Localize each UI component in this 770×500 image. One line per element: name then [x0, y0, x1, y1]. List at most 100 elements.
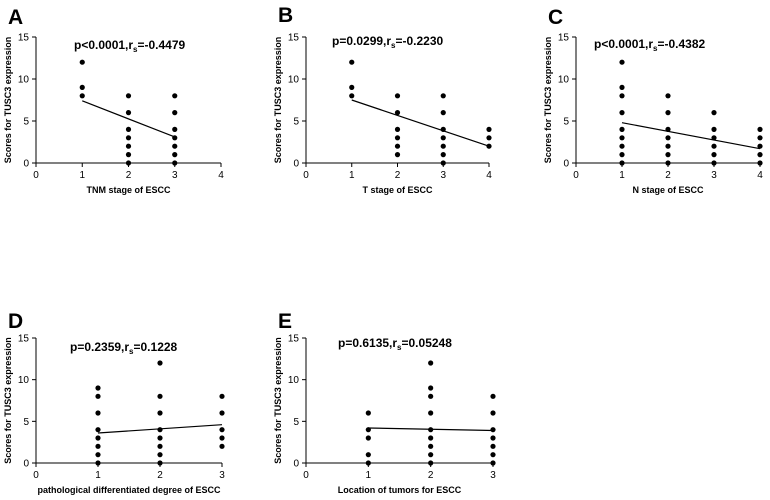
y-axis-label: Scores for TUSC3 expression [273, 37, 283, 164]
chart-svg: Cp<0.0001,rs=-0.4382 0 5 10 15 0 1 2 3 4 Scores fo… [543, 6, 763, 195]
data-point [619, 59, 625, 65]
y-tick-label: 10 [558, 75, 570, 86]
data-point [428, 385, 434, 391]
data-point [394, 126, 401, 132]
stat-annotation: p=0.6135,rs=0.05248 [338, 336, 452, 352]
data-point [172, 143, 178, 149]
y-tick-label: 0 [23, 159, 29, 170]
y-tick-label: 0 [293, 159, 299, 170]
x-tick-label: 4 [218, 170, 224, 181]
stat-r-subscript: s [653, 44, 658, 53]
data-point [95, 435, 101, 441]
y-tick-label: 15 [558, 33, 570, 44]
x-axis-label: Location of tumors for ESCC [338, 485, 462, 495]
data-point [619, 152, 625, 158]
y-tick-label: 15 [18, 33, 30, 44]
data-point [711, 152, 717, 158]
stat-p: p=0.2359,r [70, 340, 129, 354]
y-tick-label: 10 [288, 75, 300, 86]
y-tick-label: 5 [293, 117, 299, 128]
panel-letter: E [278, 310, 292, 333]
data-point [490, 443, 496, 449]
data-point [665, 110, 671, 116]
x-tick-label: 2 [157, 470, 163, 481]
stat-r-subscript: s [391, 41, 396, 50]
panel-letter: A [8, 6, 23, 29]
data-point [219, 435, 225, 441]
data-point [486, 143, 492, 149]
data-point [157, 410, 163, 416]
data-point [125, 152, 132, 158]
data-point [711, 143, 717, 149]
data-point [157, 452, 163, 458]
stat-p: p<0.0001,r [594, 37, 653, 51]
data-point [711, 126, 717, 132]
data-point [711, 160, 717, 166]
x-tick-label: 4 [757, 170, 763, 181]
data-point [125, 110, 132, 116]
stat-r-subscript: s [129, 347, 134, 356]
data-point [757, 143, 763, 149]
data-point [125, 126, 132, 132]
y-tick-label: 15 [18, 334, 30, 345]
data-point [619, 135, 625, 141]
x-tick-label: 3 [219, 470, 225, 481]
y-axis-label: Scores for TUSC3 expression [273, 337, 283, 464]
data-point [665, 126, 671, 132]
regression-line [82, 100, 175, 138]
stat-annotation: p=0.0299,rs=-0.2230 [332, 34, 444, 50]
data-point [757, 160, 763, 166]
stat-r-value: =-0.4382 [658, 37, 706, 51]
data-point [219, 427, 225, 433]
y-tick-label: 10 [18, 75, 30, 86]
stat-annotation: p<0.0001,rs=-0.4479 [74, 38, 186, 54]
data-point [428, 360, 434, 366]
data-point [95, 452, 101, 458]
x-tick-label: 0 [573, 170, 579, 181]
data-point [711, 135, 717, 141]
data-point [219, 410, 225, 416]
data-point [757, 135, 763, 141]
data-point [349, 84, 355, 90]
data-point [440, 152, 446, 158]
data-point [665, 93, 671, 99]
stat-p: p=0.6135,r [338, 336, 397, 350]
data-point [428, 427, 434, 433]
x-tick-label: 4 [486, 170, 492, 181]
y-tick-label: 0 [563, 159, 569, 170]
stat-p: p<0.0001,r [74, 38, 133, 52]
x-tick-label: 0 [33, 170, 39, 181]
data-point [394, 135, 401, 141]
data-point [349, 59, 355, 65]
data-point [365, 435, 371, 441]
data-point [440, 126, 446, 132]
data-point [665, 152, 671, 158]
y-tick-label: 0 [293, 459, 299, 470]
data-point [365, 452, 371, 458]
data-point [79, 59, 85, 65]
x-axis-label: N stage of ESCC [632, 185, 704, 195]
data-point [490, 452, 496, 458]
data-point [428, 443, 434, 449]
data-point [95, 385, 101, 391]
regression-line [351, 99, 490, 147]
y-tick-label: 10 [18, 375, 30, 386]
data-point [619, 126, 625, 132]
data-point [172, 110, 178, 116]
data-point [365, 410, 371, 416]
data-point [665, 135, 671, 141]
data-point [490, 410, 496, 416]
chart-svg: Ep=0.6135,rs=0.05248 0 5 10 15 0 1 2 3 Scores for… [273, 310, 496, 495]
data-point [440, 93, 446, 99]
x-tick-label: 2 [665, 170, 671, 181]
data-point [157, 427, 163, 433]
regression-line [621, 122, 761, 150]
y-tick-label: 0 [23, 459, 29, 470]
x-tick-label: 3 [440, 170, 446, 181]
data-point [125, 143, 132, 149]
x-axis-label: TNM stage of ESCC [86, 185, 171, 195]
chart-svg: Bp=0.0299,rs=-0.2230 0 5 10 15 0 1 2 3 4 Scores fo… [273, 4, 492, 195]
data-point [711, 110, 717, 116]
